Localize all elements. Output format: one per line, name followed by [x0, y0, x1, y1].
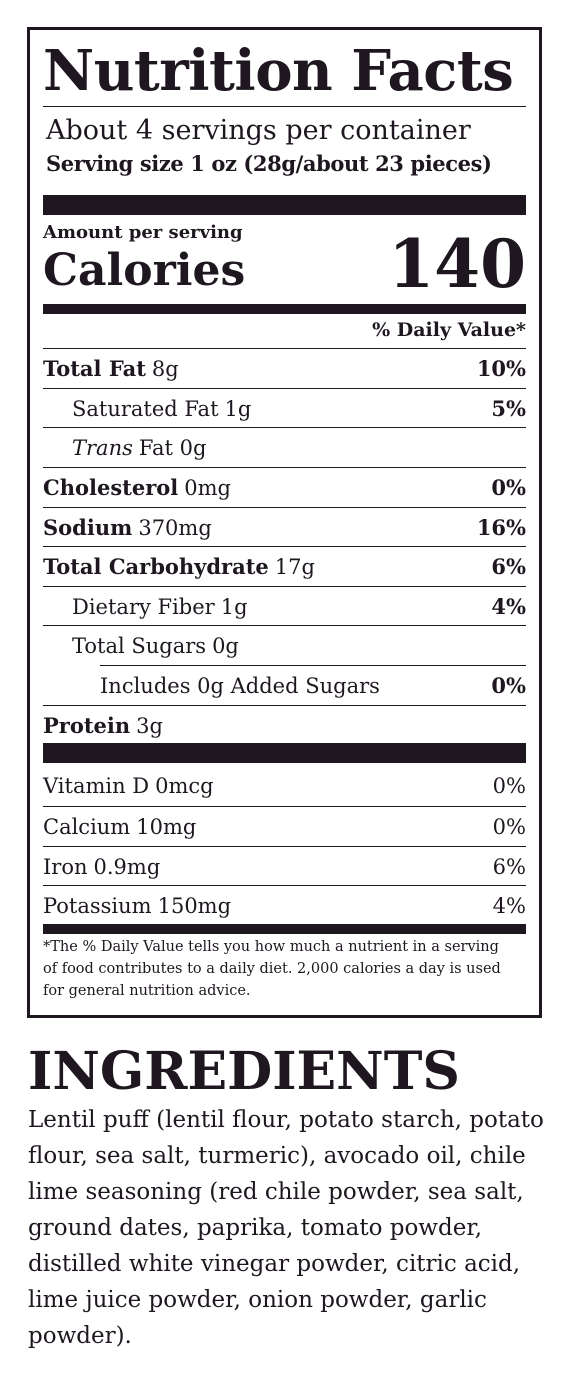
divider [43, 586, 526, 587]
nutrient-amount: 17g [274, 554, 315, 579]
nutrient-dv: 0% [491, 475, 526, 500]
nutrient-name: Dietary Fiber [72, 594, 215, 619]
serving-size: Serving size 1 oz (28g/about 23 pieces) [46, 151, 492, 176]
nutrient-name: Total Carbohydrate [43, 554, 269, 579]
nutrient-name: Total Fat [43, 356, 146, 381]
daily-value-header: % Daily Value* [372, 319, 526, 341]
calories-label: Calories [43, 245, 246, 296]
nutrient-row-trans-fat: Trans Fat 0g [43, 428, 526, 467]
divider [43, 507, 526, 508]
daily-value-footnote: *The % Daily Value tells you how much a … [43, 939, 501, 999]
nutrient-row-total-carbohydrate: Total Carbohydrate 17g 6% [43, 547, 526, 586]
nutrient-dv: 16% [476, 515, 526, 540]
vitamin-dv: 6% [492, 854, 526, 879]
nutrient-dv: 0% [491, 673, 526, 698]
nutrient-dv: 5% [491, 396, 526, 421]
divider [43, 467, 526, 468]
servings-per-container: About 4 servings per container [46, 115, 471, 146]
divider [43, 705, 526, 706]
nutrient-row-dietary-fiber: Dietary Fiber 1g 4% [43, 587, 526, 626]
nutrient-row-protein: Protein 3g [43, 706, 526, 745]
nutrient-amount: Fat 0g [138, 435, 207, 460]
vitamin-amount: 150mg [157, 893, 232, 918]
vitamin-dv: 0% [492, 814, 526, 839]
vitamin-row-potassium: Potassium 150mg 4% [43, 886, 526, 925]
thick-divider [43, 743, 526, 763]
nutrient-row-total-sugars: Total Sugars 0g [43, 626, 526, 665]
vitamin-row-calcium: Calcium 10mg 0% [43, 807, 526, 846]
nutrient-row-saturated-fat: Saturated Fat 1g 5% [43, 389, 526, 428]
nutrition-facts-panel: Nutrition Facts About 4 servings per con… [27, 27, 542, 1018]
vitamin-dv: 0% [492, 773, 526, 798]
vitamin-row-vitamin-d: Vitamin D 0mcg 0% [43, 766, 526, 805]
nutrient-amount: 8g [151, 356, 179, 381]
nutrient-amount: 370mg [138, 515, 212, 540]
nutrient-dv: 6% [491, 554, 526, 579]
ingredients-title: INGREDIENTS [28, 1041, 460, 1102]
nutrient-amount: 0mg [184, 475, 231, 500]
nutrient-name: Trans [72, 435, 133, 460]
vitamin-name: Iron [43, 854, 88, 879]
vitamin-amount: 10mg [136, 814, 197, 839]
divider [43, 348, 526, 349]
medium-divider [43, 924, 526, 934]
divider [43, 106, 526, 107]
divider [43, 625, 526, 626]
nutrient-amount: 1g [220, 594, 248, 619]
nutrition-facts-title: Nutrition Facts [43, 38, 514, 104]
divider [43, 846, 526, 847]
ingredients-text: Lentil puff (lentil flour, potato starch… [28, 1107, 544, 1349]
amount-per-serving: Amount per serving [43, 222, 243, 243]
calories-value: 140 [388, 225, 526, 303]
vitamin-name: Potassium [43, 893, 152, 918]
nutrient-dv: 4% [491, 594, 526, 619]
vitamin-name: Vitamin D [43, 773, 150, 798]
nutrient-row-cholesterol: Cholesterol 0mg 0% [43, 468, 526, 507]
vitamin-dv: 4% [492, 893, 526, 918]
nutrient-amount: 1g [224, 396, 252, 421]
nutrient-name: Protein [43, 713, 131, 738]
divider [43, 388, 526, 389]
divider [43, 885, 526, 886]
vitamin-amount: 0mcg [155, 773, 214, 798]
nutrient-name: Cholesterol [43, 475, 179, 500]
divider [43, 546, 526, 547]
nutrient-amount: 0g [212, 633, 239, 658]
nutrient-row-sodium: Sodium 370mg 16% [43, 508, 526, 547]
divider [43, 806, 526, 807]
vitamin-name: Calcium [43, 814, 131, 839]
thick-divider [43, 195, 526, 215]
nutrient-dv: 10% [476, 356, 526, 381]
vitamin-amount: 0.9mg [93, 854, 161, 879]
divider [100, 665, 526, 666]
nutrient-row-added-sugars: Includes 0g Added Sugars 0% [43, 666, 526, 705]
nutrient-name: Sodium [43, 515, 133, 540]
nutrient-name: Includes 0g Added Sugars [100, 673, 380, 698]
nutrient-name: Total Sugars [72, 633, 207, 658]
divider [43, 427, 526, 428]
nutrient-row-total-fat: Total Fat 8g 10% [43, 349, 526, 388]
nutrient-name: Saturated Fat [72, 396, 219, 421]
vitamin-row-iron: Iron 0.9mg 6% [43, 847, 526, 886]
nutrient-amount: 3g [136, 713, 163, 738]
medium-divider [43, 304, 526, 314]
